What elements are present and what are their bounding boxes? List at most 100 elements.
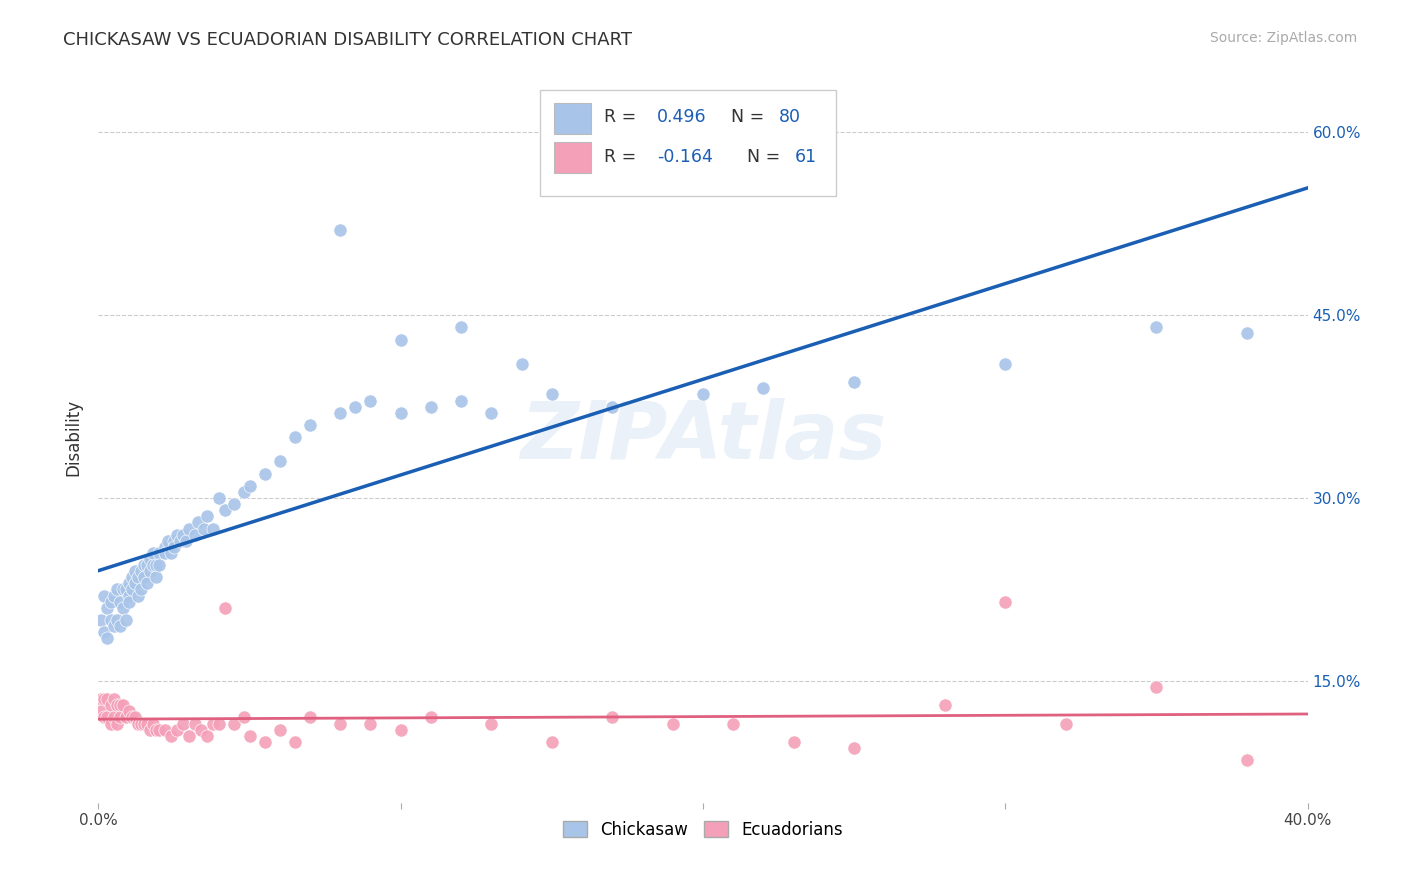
Point xyxy=(124,576,146,591)
Point xyxy=(121,570,143,584)
Point xyxy=(1236,753,1258,767)
Point xyxy=(111,698,134,713)
Point xyxy=(299,417,322,432)
Point xyxy=(1236,326,1258,341)
Point xyxy=(129,582,152,597)
Point xyxy=(195,729,218,743)
Point xyxy=(148,723,170,737)
FancyBboxPatch shape xyxy=(554,103,591,134)
Point xyxy=(184,716,207,731)
Point xyxy=(108,710,131,724)
Point xyxy=(232,710,254,724)
Point xyxy=(105,716,128,731)
Point xyxy=(299,710,322,724)
Point xyxy=(139,723,162,737)
Point xyxy=(93,625,115,640)
Point xyxy=(450,320,472,334)
Point xyxy=(103,692,125,706)
Point xyxy=(540,387,562,401)
Point xyxy=(142,546,165,560)
Point xyxy=(420,400,443,414)
FancyBboxPatch shape xyxy=(540,90,837,195)
Point xyxy=(994,594,1017,608)
Point xyxy=(135,558,157,573)
Point xyxy=(783,735,806,749)
Point xyxy=(111,582,134,597)
Text: R =: R = xyxy=(603,109,641,127)
Point xyxy=(844,375,866,389)
Text: N =: N = xyxy=(731,109,763,127)
Point xyxy=(269,723,291,737)
Point xyxy=(114,613,136,627)
Point xyxy=(153,540,176,554)
Point xyxy=(450,393,472,408)
Point xyxy=(100,594,122,608)
Point xyxy=(103,589,125,603)
Point xyxy=(93,589,115,603)
Point xyxy=(121,582,143,597)
Point xyxy=(105,582,128,597)
Point xyxy=(420,710,443,724)
Point xyxy=(214,503,236,517)
Point xyxy=(481,406,503,420)
Point xyxy=(540,735,562,749)
Point xyxy=(174,533,197,548)
Point xyxy=(129,716,152,731)
Point xyxy=(96,692,118,706)
Point xyxy=(284,430,307,444)
Point xyxy=(129,564,152,578)
Point xyxy=(145,723,167,737)
Text: CHICKASAW VS ECUADORIAN DISABILITY CORRELATION CHART: CHICKASAW VS ECUADORIAN DISABILITY CORRE… xyxy=(63,31,633,49)
Point xyxy=(108,698,131,713)
Point xyxy=(389,406,412,420)
Point xyxy=(360,393,382,408)
Point xyxy=(108,594,131,608)
Point xyxy=(239,729,262,743)
Point xyxy=(160,546,183,560)
Point xyxy=(214,600,236,615)
Point xyxy=(124,710,146,724)
Point xyxy=(103,710,125,724)
Point xyxy=(166,527,188,541)
Point xyxy=(329,223,352,237)
Point xyxy=(139,552,162,566)
Point xyxy=(284,735,307,749)
Point xyxy=(90,705,112,719)
Point xyxy=(389,723,412,737)
Point xyxy=(232,485,254,500)
Text: Source: ZipAtlas.com: Source: ZipAtlas.com xyxy=(1209,31,1357,45)
Point xyxy=(224,716,246,731)
Point xyxy=(142,558,165,573)
Point xyxy=(179,729,201,743)
Point xyxy=(135,716,157,731)
Point xyxy=(163,533,186,548)
Point xyxy=(224,497,246,511)
Point xyxy=(90,613,112,627)
Text: 0.496: 0.496 xyxy=(657,109,707,127)
Point xyxy=(1054,716,1077,731)
Point xyxy=(166,723,188,737)
Point xyxy=(193,521,215,535)
Point xyxy=(844,740,866,755)
Point xyxy=(90,692,112,706)
Point xyxy=(96,600,118,615)
Point xyxy=(661,716,683,731)
Point xyxy=(360,716,382,731)
Point xyxy=(172,716,194,731)
Point xyxy=(269,454,291,468)
Point xyxy=(160,729,183,743)
Point xyxy=(602,710,624,724)
Point xyxy=(145,558,167,573)
Point xyxy=(127,589,149,603)
Point xyxy=(111,600,134,615)
Point xyxy=(253,735,276,749)
Point xyxy=(96,710,118,724)
Text: N =: N = xyxy=(747,148,780,166)
Point xyxy=(93,710,115,724)
Point xyxy=(148,558,170,573)
Point xyxy=(96,632,118,646)
Point xyxy=(184,527,207,541)
Point xyxy=(208,491,231,505)
Text: 80: 80 xyxy=(779,109,801,127)
Legend: Chickasaw, Ecuadorians: Chickasaw, Ecuadorians xyxy=(555,813,851,847)
